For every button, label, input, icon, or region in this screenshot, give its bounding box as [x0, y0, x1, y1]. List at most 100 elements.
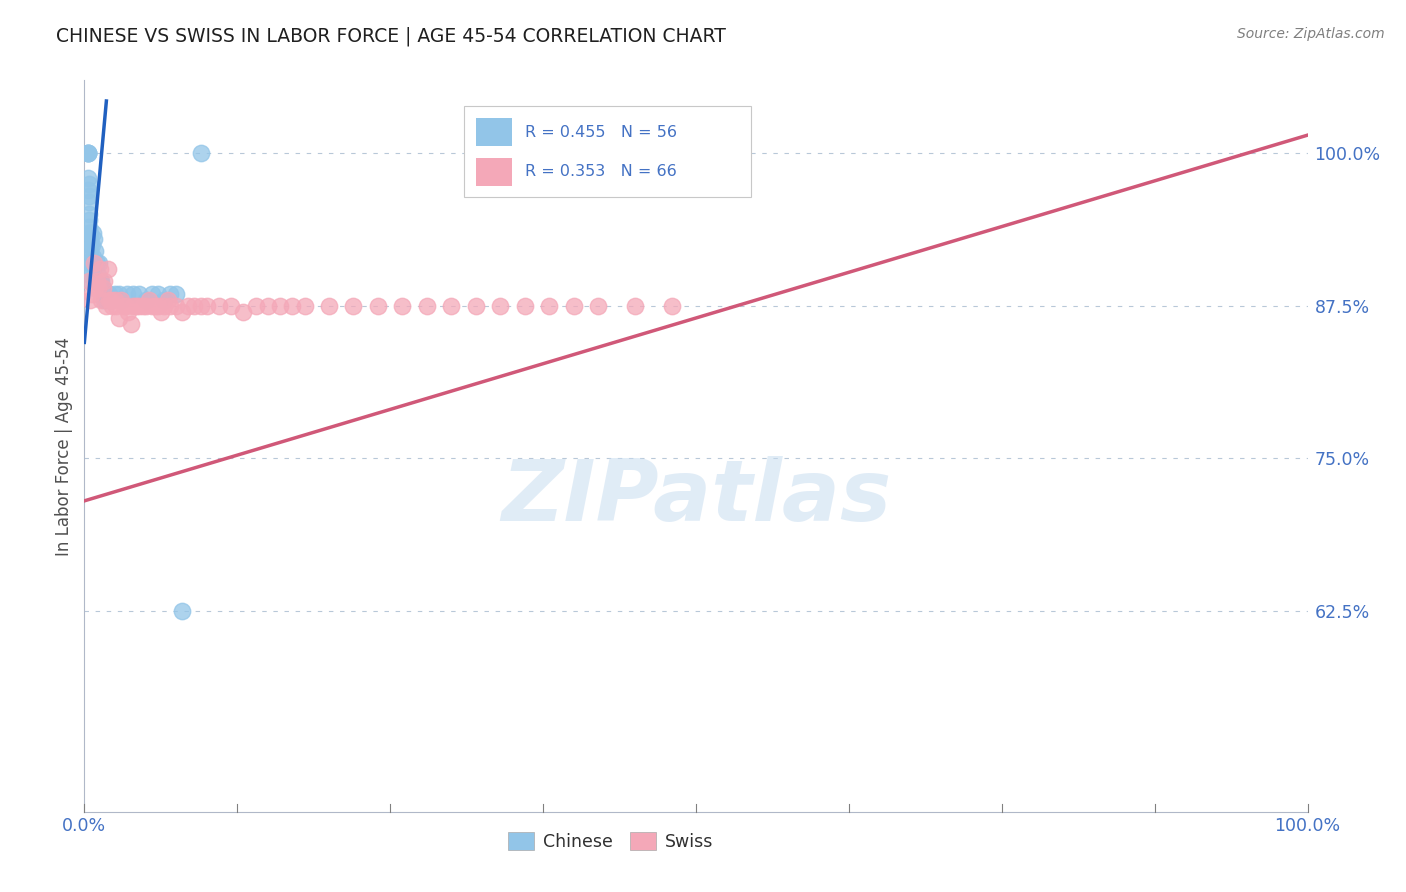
Point	[77, 275, 100, 289]
Point	[513, 299, 536, 313]
Point	[77, 207, 100, 221]
Point	[464, 299, 486, 313]
Point	[90, 293, 112, 307]
Point	[135, 299, 157, 313]
Point	[538, 299, 561, 313]
Point	[77, 219, 100, 234]
Point	[391, 299, 413, 313]
Point	[77, 195, 100, 210]
Point	[79, 250, 101, 264]
Point	[661, 299, 683, 313]
Point	[190, 146, 212, 161]
Point	[104, 286, 127, 301]
Point	[195, 299, 218, 313]
Point	[112, 299, 135, 313]
Point	[208, 299, 231, 313]
FancyBboxPatch shape	[475, 119, 513, 146]
Point	[177, 299, 200, 313]
Y-axis label: In Labor Force | Age 45-54: In Labor Force | Age 45-54	[55, 336, 73, 556]
Text: CHINESE VS SWISS IN LABOR FORCE | AGE 45-54 CORRELATION CHART: CHINESE VS SWISS IN LABOR FORCE | AGE 45…	[56, 27, 725, 46]
Text: Source: ZipAtlas.com: Source: ZipAtlas.com	[1237, 27, 1385, 41]
Point	[91, 280, 114, 294]
Point	[77, 146, 100, 161]
Point	[79, 237, 101, 252]
Point	[159, 286, 181, 301]
Point	[77, 177, 100, 191]
Point	[165, 286, 187, 301]
Point	[82, 226, 104, 240]
Point	[80, 256, 103, 270]
Point	[100, 293, 122, 307]
Point	[79, 232, 101, 246]
Point	[96, 293, 118, 307]
Point	[89, 275, 111, 289]
Point	[84, 280, 107, 294]
Point	[190, 299, 212, 313]
Point	[97, 262, 120, 277]
Point	[80, 237, 103, 252]
Point	[104, 293, 127, 307]
Point	[172, 604, 194, 618]
Point	[93, 293, 115, 307]
Point	[318, 299, 340, 313]
Point	[257, 299, 280, 313]
Point	[440, 299, 463, 313]
Point	[219, 299, 242, 313]
Point	[115, 299, 138, 313]
Point	[153, 299, 176, 313]
Point	[146, 299, 169, 313]
Point	[97, 286, 120, 301]
Point	[84, 244, 107, 258]
Point	[367, 299, 389, 313]
Point	[79, 275, 101, 289]
Point	[122, 286, 145, 301]
Point	[269, 299, 291, 313]
Point	[117, 305, 139, 319]
Point	[86, 256, 108, 270]
Point	[101, 299, 124, 313]
Point	[87, 280, 110, 294]
Point	[120, 317, 142, 331]
Point	[79, 244, 101, 258]
Point	[141, 286, 163, 301]
Legend: Chinese, Swiss: Chinese, Swiss	[501, 825, 720, 858]
Point	[105, 299, 128, 313]
Text: ZIPatlas: ZIPatlas	[501, 456, 891, 539]
Point	[146, 286, 169, 301]
FancyBboxPatch shape	[464, 106, 751, 197]
Point	[87, 268, 110, 283]
Text: R = 0.455   N = 56: R = 0.455 N = 56	[524, 125, 676, 140]
Point	[79, 262, 101, 277]
Point	[245, 299, 267, 313]
FancyBboxPatch shape	[475, 158, 513, 186]
Point	[115, 286, 138, 301]
Point	[83, 256, 105, 270]
Point	[342, 299, 364, 313]
Point	[281, 299, 304, 313]
Point	[83, 256, 105, 270]
Point	[79, 226, 101, 240]
Point	[128, 299, 150, 313]
Point	[624, 299, 647, 313]
Point	[150, 305, 173, 319]
Point	[89, 262, 111, 277]
Point	[97, 286, 120, 301]
Point	[77, 183, 100, 197]
Point	[232, 305, 254, 319]
Point	[86, 275, 108, 289]
Point	[77, 189, 100, 203]
Point	[94, 286, 117, 301]
Point	[156, 293, 179, 307]
Point	[159, 299, 181, 313]
Point	[77, 213, 100, 227]
Point	[77, 146, 100, 161]
Point	[135, 293, 157, 307]
Point	[84, 275, 107, 289]
Point	[91, 280, 114, 294]
Point	[125, 299, 148, 313]
Point	[96, 299, 118, 313]
Point	[489, 299, 512, 313]
Point	[128, 286, 150, 301]
Point	[87, 256, 110, 270]
Text: R = 0.353   N = 66: R = 0.353 N = 66	[524, 164, 676, 179]
